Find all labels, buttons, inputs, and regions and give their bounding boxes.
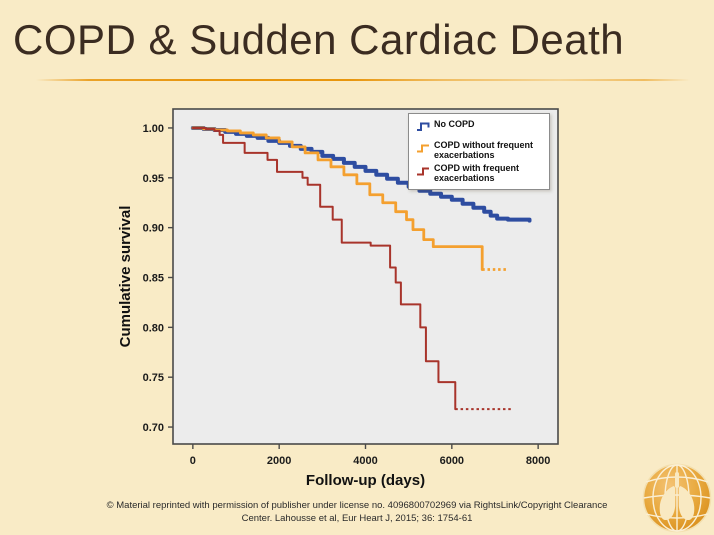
series-line-1 [191, 126, 484, 271]
globe-with-lungs-logo [642, 463, 712, 533]
step-line-swatch-orange [416, 141, 434, 159]
chart-legend: No COPD COPD without frequent exacerbati… [408, 113, 550, 191]
y-tick-label: 0.90 [143, 223, 164, 235]
legend-label: No COPD [434, 119, 475, 129]
y-axis-title: Cumulative survival [117, 206, 134, 348]
legend-item-copd-with: COPD with frequent exacerbations [416, 163, 544, 184]
lungs-silhouette [659, 472, 695, 520]
slide-title: COPD & Sudden Cardiac Death [13, 16, 625, 63]
legend-label: COPD with frequent exacerbations [434, 162, 519, 184]
series-line-2 [191, 126, 457, 411]
y-tick-label: 0.95 [143, 173, 164, 185]
title-separator-line [36, 79, 690, 81]
x-tick-label: 0 [190, 455, 196, 467]
y-tick-label: 0.75 [143, 372, 164, 384]
x-tick-label: 6000 [440, 455, 464, 467]
step-line-swatch-blue [416, 120, 434, 138]
series-line-0 [190, 125, 532, 223]
footer-line-1: © Material reprinted with permission of … [106, 500, 608, 511]
step-line-swatch-red [416, 164, 434, 182]
x-axis-title: Follow-up (days) [306, 472, 425, 489]
copyright-footer: © Material reprinted with permission of … [40, 500, 674, 526]
y-tick-label: 0.85 [143, 272, 164, 284]
legend-item-copd-without: COPD without frequent exacerbations [416, 140, 544, 161]
footer-line-2: Center. Lahousse et al, Eur Heart J, 201… [241, 512, 473, 524]
y-tick-label: 1.00 [143, 123, 164, 135]
x-tick-label: 2000 [267, 455, 291, 467]
legend-item-no-copd: No COPD [416, 119, 544, 138]
x-tick-label: 8000 [526, 455, 550, 467]
x-tick-label: 4000 [353, 455, 377, 467]
legend-label: COPD without frequent exacerbations [434, 140, 533, 161]
y-tick-label: 0.80 [143, 322, 164, 334]
y-tick-label: 0.70 [143, 422, 164, 434]
